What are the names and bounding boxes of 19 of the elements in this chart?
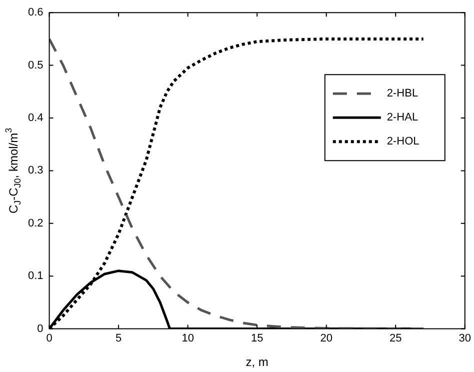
x-tick-label: 25 [389, 332, 402, 344]
y-tick-label: 0.1 [28, 270, 44, 282]
x-tick-label: 20 [320, 332, 332, 344]
x-tick-label: 0 [46, 332, 52, 344]
x-tick-label: 5 [115, 332, 122, 344]
x-tick-label: 10 [182, 332, 194, 344]
y-tick-label: 0.5 [28, 59, 44, 72]
x-tick-label: 15 [250, 332, 264, 344]
x-axis-title: z, m [246, 355, 268, 370]
legend-label: 2-HBL [386, 88, 418, 100]
x-tick-label: 30 [458, 332, 472, 344]
y-tick-label: 0.6 [28, 6, 44, 19]
legend-label: 2-HAL [386, 112, 418, 124]
y-tick-label: 0.3 [28, 164, 44, 177]
y-tick-label: 0.2 [28, 217, 44, 230]
y-axis-title: CJ-CJ0, kmol/m3 [3, 128, 22, 214]
y-tick-label: 0 [37, 322, 44, 335]
y-tick-label: 0.4 [28, 112, 44, 124]
legend-label: 2-HOL [386, 136, 420, 148]
